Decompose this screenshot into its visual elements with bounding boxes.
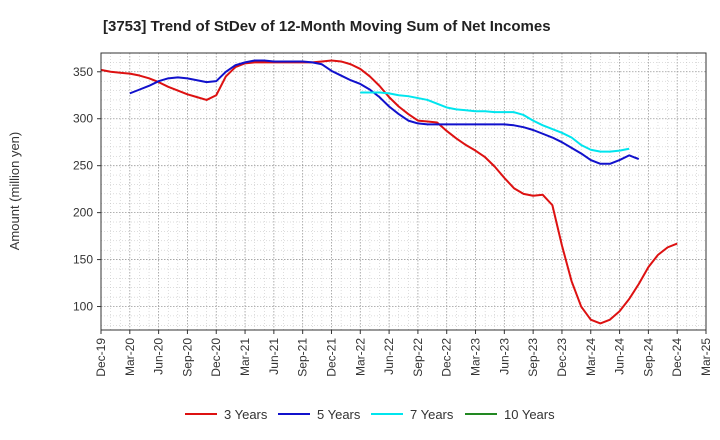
y-axis-label: Amount (million yen) [7, 132, 22, 251]
x-tick-label: Jun-22 [382, 338, 396, 375]
x-tick-label: Dec-24 [670, 338, 684, 377]
x-tick-label: Jun-23 [497, 338, 511, 375]
x-tick-label: Mar-22 [353, 338, 367, 376]
x-tick-label: Sep-20 [180, 338, 194, 377]
legend-label: 7 Years [410, 407, 454, 422]
y-tick-label: 350 [73, 65, 93, 79]
series-line-5-years [129, 59, 640, 165]
x-tick-label: Dec-23 [555, 338, 569, 377]
x-tick-label: Sep-22 [411, 338, 425, 377]
y-tick-label: 200 [73, 206, 93, 220]
x-axis-ticks: Dec-19 Mar-20 Jun-20 Sep-20 Dec-20 Mar-21 Jun-… [94, 330, 713, 377]
chart-title: [3753] Trend of StDev of 12-Month Moving… [103, 18, 551, 35]
y-tick-label: 300 [73, 112, 93, 126]
y-tick-label: 100 [73, 300, 93, 314]
grid-lines [100, 52, 707, 330]
y-tick-label: 150 [73, 253, 93, 267]
x-tick-label: Sep-23 [526, 338, 540, 377]
y-tick-label: 250 [73, 159, 93, 173]
x-tick-label: Jun-21 [267, 338, 281, 375]
x-tick-label: Dec-21 [324, 338, 338, 377]
x-tick-label: Sep-21 [296, 338, 310, 377]
legend-label: 3 Years [224, 407, 268, 422]
x-tick-label: Dec-20 [209, 338, 223, 377]
series-line-7-years [360, 91, 630, 153]
series-line-3-years [100, 59, 678, 325]
y-axis-ticks: 100 150 200 250 300 350 [73, 65, 101, 314]
x-tick-label: Mar-20 [123, 338, 137, 376]
x-tick-label: Mar-23 [469, 338, 483, 376]
legend-label: 5 Years [317, 407, 361, 422]
legend: 3 Years 5 Years 7 Years 10 Years [185, 407, 555, 422]
x-tick-label: Sep-24 [641, 338, 655, 377]
x-tick-label: Mar-24 [584, 338, 598, 376]
x-tick-label: Jun-24 [613, 338, 627, 375]
series-layer [100, 59, 678, 325]
x-tick-label: Mar-21 [238, 338, 252, 376]
legend-label: 10 Years [504, 407, 555, 422]
x-tick-label: Mar-25 [699, 338, 713, 376]
plot-frame [100, 52, 707, 331]
x-tick-label: Dec-22 [440, 338, 454, 377]
x-tick-label: Jun-20 [152, 338, 166, 375]
x-tick-label: Dec-19 [94, 338, 108, 377]
